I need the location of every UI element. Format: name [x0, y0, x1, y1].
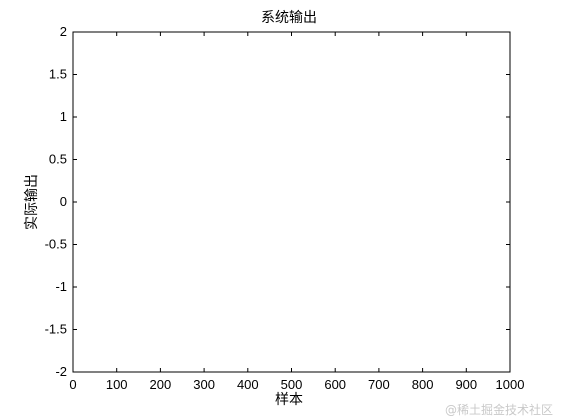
y-axis-label: 实际输出: [24, 174, 40, 230]
y-tick-label: 1.5: [49, 67, 67, 82]
chart-title: 系统输出: [261, 10, 317, 26]
y-tick-label: 2: [60, 24, 67, 39]
x-tick-label: 100: [106, 377, 128, 392]
watermark: @稀土掘金技术社区: [444, 403, 553, 417]
y-tick-label: 0.5: [49, 152, 67, 167]
x-tick-label: 500: [281, 377, 303, 392]
x-tick-label: 800: [412, 377, 434, 392]
x-tick-label: 400: [237, 377, 259, 392]
x-tick-label: 700: [368, 377, 390, 392]
x-tick-label: 300: [193, 377, 215, 392]
x-tick-label: 900: [455, 377, 477, 392]
plot-frame: [72, 31, 511, 373]
y-tick-label: -2: [55, 364, 67, 379]
y-tick-label: 1: [60, 109, 67, 124]
y-tick-label: -1: [55, 279, 67, 294]
y-tick-label: -0.5: [45, 237, 67, 252]
axes-layer: [72, 31, 511, 373]
ticks-layer: -2 -1.5 -1 -0.5 0 0.5 1 1.5 2 0 100 200 300 400 500 600…: [45, 24, 525, 392]
x-axis-label: 样本: [275, 392, 303, 408]
x-tick-label: 600: [324, 377, 346, 392]
y-tick-label: 0: [60, 194, 67, 209]
x-tick-label: 1000: [496, 377, 525, 392]
x-tick-label: 0: [69, 377, 76, 392]
y-tick-label: -1.5: [45, 322, 67, 337]
x-tick-label: 200: [150, 377, 172, 392]
